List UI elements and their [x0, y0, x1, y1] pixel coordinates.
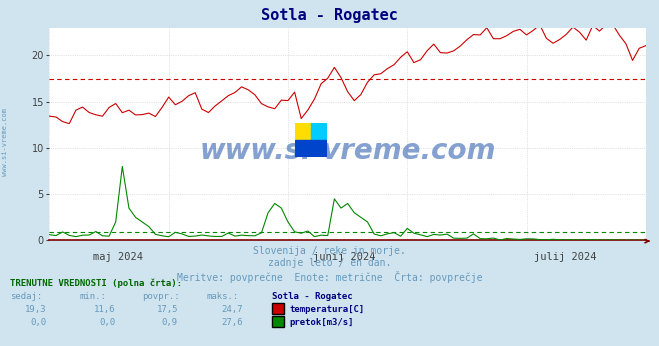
Text: Slovenija / reke in morje.: Slovenija / reke in morje. [253, 246, 406, 256]
Text: 0,0: 0,0 [100, 318, 115, 327]
Text: junij 2024: junij 2024 [314, 252, 376, 262]
Text: 17,5: 17,5 [156, 305, 178, 314]
Text: zadnje leto / en dan.: zadnje leto / en dan. [268, 258, 391, 268]
Text: 27,6: 27,6 [221, 318, 243, 327]
Text: www.si-vreme.com: www.si-vreme.com [2, 108, 9, 176]
Text: Meritve: povprečne  Enote: metrične  Črta: povprečje: Meritve: povprečne Enote: metrične Črta:… [177, 271, 482, 283]
Text: maj 2024: maj 2024 [93, 252, 143, 262]
Text: 11,6: 11,6 [94, 305, 115, 314]
Bar [295, 140, 311, 157]
Text: temperatura[C]: temperatura[C] [289, 305, 364, 314]
Text: 19,3: 19,3 [24, 305, 46, 314]
Text: Sotla - Rogatec: Sotla - Rogatec [272, 292, 353, 301]
Text: julij 2024: julij 2024 [534, 252, 596, 262]
Text: 0,0: 0,0 [30, 318, 46, 327]
Text: pretok[m3/s]: pretok[m3/s] [289, 318, 354, 327]
Text: Sotla - Rogatec: Sotla - Rogatec [261, 8, 398, 22]
Text: sedaj:: sedaj: [10, 292, 42, 301]
Bar [311, 140, 327, 157]
Text: 0,9: 0,9 [162, 318, 178, 327]
Text: 24,7: 24,7 [221, 305, 243, 314]
Text: povpr.:: povpr.: [142, 292, 179, 301]
Bar [311, 123, 327, 140]
Text: maks.:: maks.: [206, 292, 239, 301]
Text: min.:: min.: [79, 292, 106, 301]
Bar [295, 123, 311, 140]
Text: TRENUTNE VREDNOSTI (polna črta):: TRENUTNE VREDNOSTI (polna črta): [10, 279, 182, 288]
Text: www.si-vreme.com: www.si-vreme.com [200, 137, 496, 165]
